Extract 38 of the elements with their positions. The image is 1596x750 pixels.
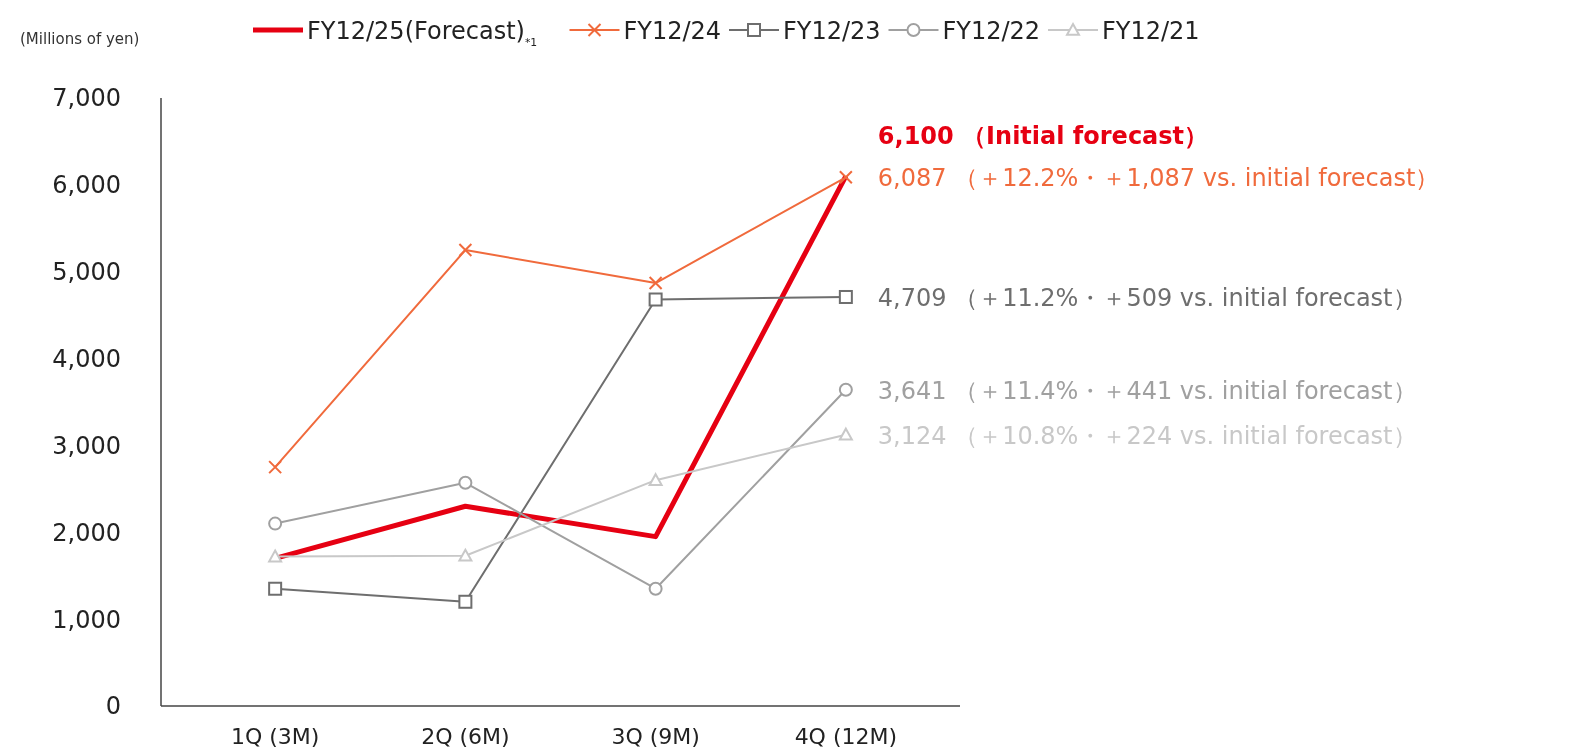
- point: [838, 427, 853, 441]
- point: [648, 581, 663, 596]
- point: [648, 276, 663, 291]
- point: [268, 516, 283, 531]
- point: [838, 382, 853, 397]
- point: [648, 292, 663, 307]
- point: [268, 460, 283, 475]
- y-tick-label: 7,000: [52, 84, 121, 113]
- y-tick-label: 5,000: [52, 258, 121, 287]
- point: [458, 243, 473, 257]
- x-tick-label: 2Q (6M): [421, 724, 510, 749]
- point: [648, 473, 663, 486]
- y-tick-label: 4,000: [52, 344, 121, 373]
- x-tick-label: 1Q (3M): [230, 724, 320, 749]
- x-tick-label: 3Q (9M): [611, 724, 700, 749]
- annotation: 6,100 （Initial forecast）: [877, 122, 1209, 151]
- point: [458, 475, 473, 490]
- y-tick-label: 1,000: [52, 605, 121, 634]
- y-tick-label: 3,000: [52, 431, 121, 460]
- annotation: 6,087 （＋12.2%・＋1,087 vs. initial forecast）: [877, 164, 1440, 193]
- legend-label: FY12/24: [623, 17, 722, 45]
- legend-label: FY12/21: [1102, 17, 1200, 45]
- point: [838, 170, 853, 185]
- point: [268, 549, 283, 563]
- y-axis-title: (Millions of yen): [20, 30, 140, 48]
- annotation: 4,709 （＋11.2%・＋509 vs. initial forecast）: [877, 283, 1417, 312]
- point: [268, 581, 283, 596]
- y-tick-label: 2,000: [52, 518, 121, 547]
- point: [458, 594, 473, 609]
- x-tick-label: 4Q (12M): [794, 724, 898, 749]
- y-tick-label: 0: [105, 692, 121, 721]
- point: [838, 289, 853, 304]
- legend-label: FY12/25(Forecast)$_{*1}$: [307, 17, 538, 49]
- legend-label: FY12/22: [942, 17, 1041, 45]
- legend-label: FY12/23: [783, 17, 881, 45]
- y-tick-label: 6,000: [52, 171, 121, 200]
- annotation: 3,641 （＋11.4%・＋441 vs. initial forecast）: [877, 376, 1417, 405]
- point: [458, 548, 473, 562]
